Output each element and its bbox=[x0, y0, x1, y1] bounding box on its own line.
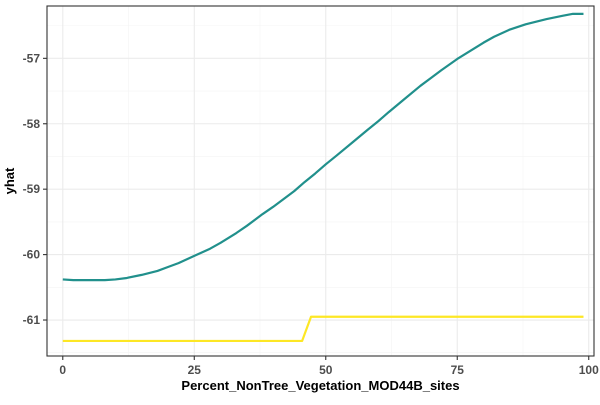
y-tick-label: -57 bbox=[23, 51, 41, 65]
y-axis-title: yhat bbox=[2, 167, 17, 194]
y-tick-label: -61 bbox=[23, 313, 41, 327]
x-axis-title: Percent_NonTree_Vegetation_MOD44B_sites bbox=[181, 378, 459, 393]
major-gridlines bbox=[47, 6, 594, 356]
x-tick-label: 100 bbox=[579, 363, 599, 377]
y-tick-label: -58 bbox=[23, 117, 41, 131]
x-tick-label: 50 bbox=[319, 363, 333, 377]
y-axis-ticks: -61 -60 -59 -58 -57 bbox=[23, 51, 47, 327]
x-tick-label: 0 bbox=[59, 363, 66, 377]
series-line-2 bbox=[62, 315, 584, 343]
panel-border bbox=[46, 5, 595, 357]
series-line-1 bbox=[62, 12, 584, 282]
x-tick-label: 25 bbox=[188, 363, 202, 377]
y-tick-label: -60 bbox=[23, 248, 41, 262]
minor-gridlines bbox=[47, 6, 594, 356]
x-axis-ticks: 0 25 50 75 100 bbox=[59, 356, 599, 377]
x-tick-label: 75 bbox=[451, 363, 465, 377]
y-tick-label: -59 bbox=[23, 182, 41, 196]
series-layer bbox=[62, 12, 584, 343]
